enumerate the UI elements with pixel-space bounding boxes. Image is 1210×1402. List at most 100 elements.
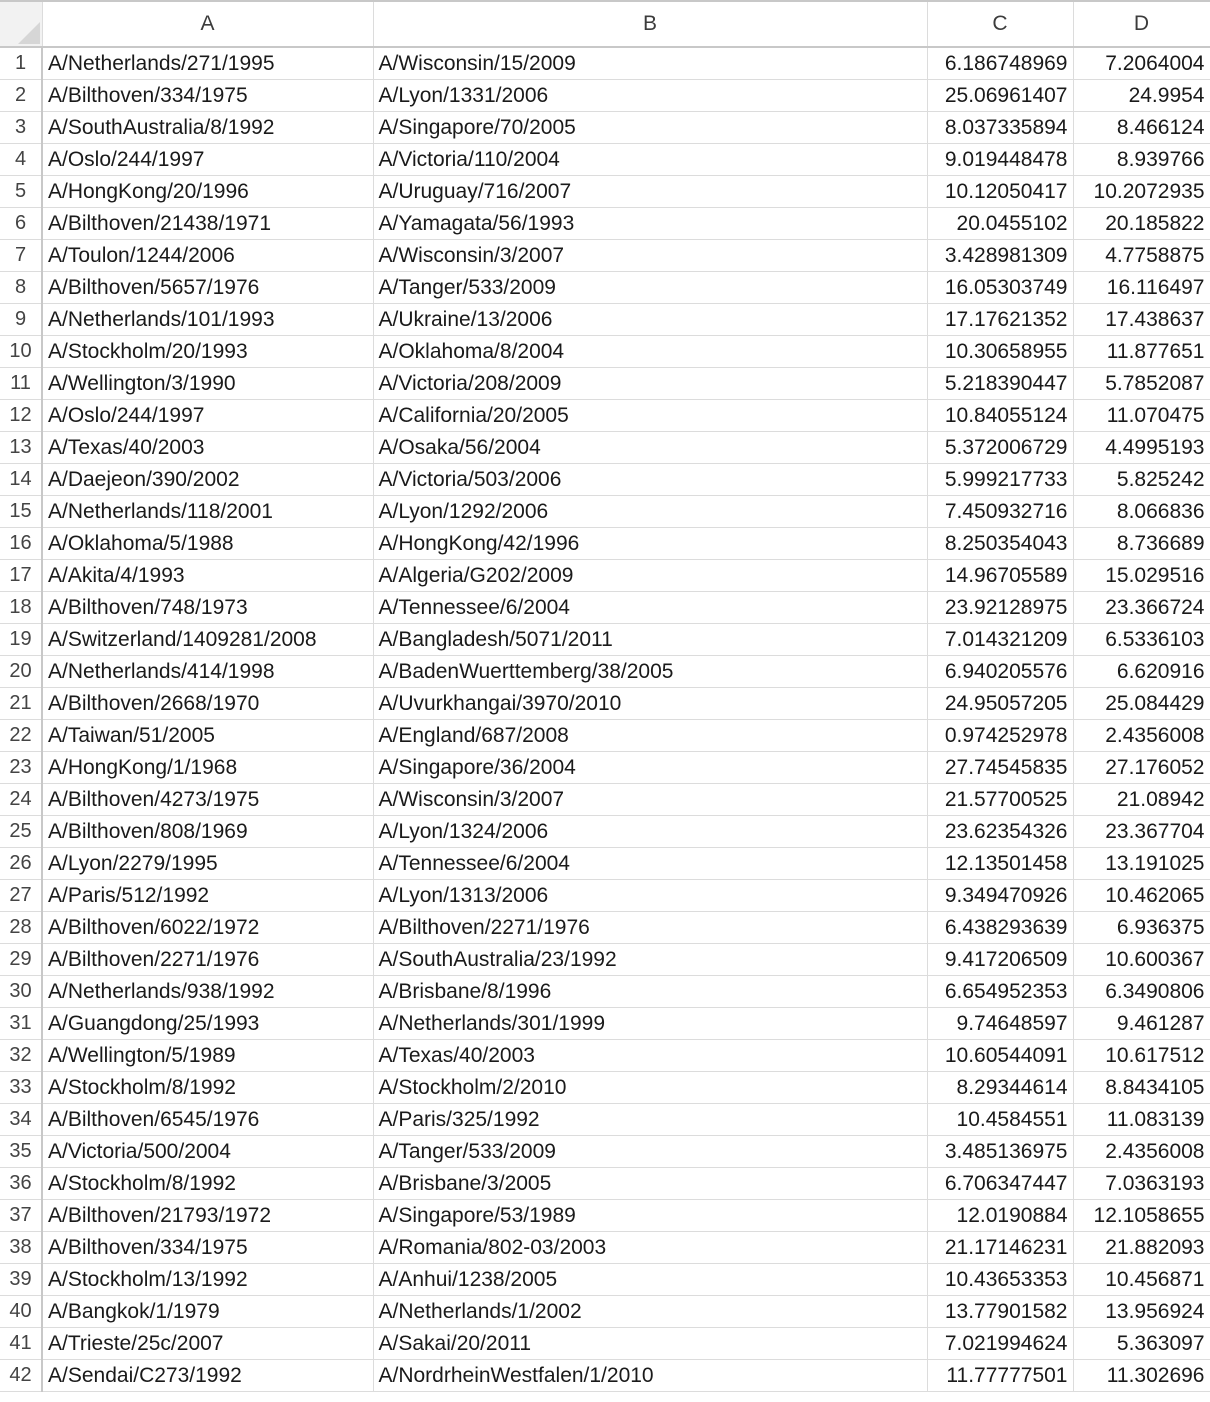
cell-d[interactable]: 6.5336103 xyxy=(1073,623,1210,656)
cell-b[interactable]: A/Paris/325/1992 xyxy=(373,1103,928,1136)
cell-d[interactable]: 10.462065 xyxy=(1073,879,1210,912)
row-header[interactable]: 39 xyxy=(0,1263,43,1296)
cell-b[interactable]: A/Victoria/503/2006 xyxy=(373,463,928,496)
cell-c[interactable]: 7.014321209 xyxy=(927,623,1074,656)
row-header[interactable]: 9 xyxy=(0,303,43,336)
row-header[interactable]: 33 xyxy=(0,1071,43,1104)
cell-c[interactable]: 25.06961407 xyxy=(927,79,1074,112)
cell-d[interactable]: 11.302696 xyxy=(1073,1359,1210,1392)
cell-a[interactable]: A/Bilthoven/2271/1976 xyxy=(42,943,374,976)
cell-d[interactable]: 10.600367 xyxy=(1073,943,1210,976)
cell-d[interactable]: 24.9954 xyxy=(1073,79,1210,112)
cell-c[interactable]: 11.77777501 xyxy=(927,1359,1074,1392)
cell-d[interactable]: 6.3490806 xyxy=(1073,975,1210,1008)
column-header-a[interactable]: A xyxy=(42,2,374,48)
cell-b[interactable]: A/Osaka/56/2004 xyxy=(373,431,928,464)
row-header[interactable]: 3 xyxy=(0,111,43,144)
cell-c[interactable]: 14.96705589 xyxy=(927,559,1074,592)
row-header[interactable]: 32 xyxy=(0,1039,43,1072)
cell-d[interactable]: 8.466124 xyxy=(1073,111,1210,144)
cell-b[interactable]: A/BadenWuerttemberg/38/2005 xyxy=(373,655,928,688)
cell-c[interactable]: 9.417206509 xyxy=(927,943,1074,976)
cell-b[interactable]: A/Algeria/G202/2009 xyxy=(373,559,928,592)
cell-b[interactable]: A/Victoria/110/2004 xyxy=(373,143,928,176)
cell-b[interactable]: A/Uvurkhangai/3970/2010 xyxy=(373,687,928,720)
cell-a[interactable]: A/Oslo/244/1997 xyxy=(42,399,374,432)
cell-c[interactable]: 3.428981309 xyxy=(927,239,1074,272)
cell-b[interactable]: A/Brisbane/8/1996 xyxy=(373,975,928,1008)
cell-a[interactable]: A/Bilthoven/6022/1972 xyxy=(42,911,374,944)
cell-b[interactable]: A/Oklahoma/8/2004 xyxy=(373,335,928,368)
cell-d[interactable]: 12.1058655 xyxy=(1073,1199,1210,1232)
cell-d[interactable]: 17.438637 xyxy=(1073,303,1210,336)
cell-c[interactable]: 9.74648597 xyxy=(927,1007,1074,1040)
cell-b[interactable]: A/Netherlands/1/2002 xyxy=(373,1295,928,1328)
row-header[interactable]: 17 xyxy=(0,559,43,592)
row-header[interactable]: 27 xyxy=(0,879,43,912)
row-header[interactable]: 37 xyxy=(0,1199,43,1232)
cell-d[interactable]: 8.939766 xyxy=(1073,143,1210,176)
cell-d[interactable]: 6.936375 xyxy=(1073,911,1210,944)
cell-a[interactable]: A/Bilthoven/4273/1975 xyxy=(42,783,374,816)
cell-b[interactable]: A/Bangladesh/5071/2011 xyxy=(373,623,928,656)
cell-d[interactable]: 8.8434105 xyxy=(1073,1071,1210,1104)
cell-c[interactable]: 5.218390447 xyxy=(927,367,1074,400)
row-header[interactable]: 6 xyxy=(0,207,43,240)
cell-d[interactable]: 16.116497 xyxy=(1073,271,1210,304)
cell-b[interactable]: A/Victoria/208/2009 xyxy=(373,367,928,400)
cell-b[interactable]: A/Ukraine/13/2006 xyxy=(373,303,928,336)
cell-c[interactable]: 9.019448478 xyxy=(927,143,1074,176)
cell-d[interactable]: 11.070475 xyxy=(1073,399,1210,432)
cell-a[interactable]: A/Wellington/5/1989 xyxy=(42,1039,374,1072)
cell-d[interactable]: 7.2064004 xyxy=(1073,47,1210,80)
cell-a[interactable]: A/Stockholm/8/1992 xyxy=(42,1167,374,1200)
cell-a[interactable]: A/Victoria/500/2004 xyxy=(42,1135,374,1168)
cell-a[interactable]: A/Bilthoven/808/1969 xyxy=(42,815,374,848)
cell-d[interactable]: 8.066836 xyxy=(1073,495,1210,528)
cell-c[interactable]: 5.372006729 xyxy=(927,431,1074,464)
cell-c[interactable]: 6.654952353 xyxy=(927,975,1074,1008)
cell-d[interactable]: 6.620916 xyxy=(1073,655,1210,688)
cell-b[interactable]: A/Wisconsin/15/2009 xyxy=(373,47,928,80)
cell-c[interactable]: 6.186748969 xyxy=(927,47,1074,80)
cell-b[interactable]: A/Romania/802-03/2003 xyxy=(373,1231,928,1264)
cell-a[interactable]: A/Daejeon/390/2002 xyxy=(42,463,374,496)
cell-a[interactable]: A/Bilthoven/21438/1971 xyxy=(42,207,374,240)
cell-d[interactable]: 23.367704 xyxy=(1073,815,1210,848)
cell-b[interactable]: A/Lyon/1313/2006 xyxy=(373,879,928,912)
cell-a[interactable]: A/Stockholm/13/1992 xyxy=(42,1263,374,1296)
cell-a[interactable]: A/Bilthoven/334/1975 xyxy=(42,1231,374,1264)
cell-a[interactable]: A/Bilthoven/748/1973 xyxy=(42,591,374,624)
row-header[interactable]: 26 xyxy=(0,847,43,880)
cell-b[interactable]: A/Uruguay/716/2007 xyxy=(373,175,928,208)
cell-d[interactable]: 4.4995193 xyxy=(1073,431,1210,464)
cell-d[interactable]: 5.7852087 xyxy=(1073,367,1210,400)
cell-c[interactable]: 12.0190884 xyxy=(927,1199,1074,1232)
row-header[interactable]: 24 xyxy=(0,783,43,816)
cell-b[interactable]: A/Tennessee/6/2004 xyxy=(373,591,928,624)
cell-b[interactable]: A/NordrheinWestfalen/1/2010 xyxy=(373,1359,928,1392)
cell-a[interactable]: A/Akita/4/1993 xyxy=(42,559,374,592)
row-header[interactable]: 28 xyxy=(0,911,43,944)
cell-d[interactable]: 13.191025 xyxy=(1073,847,1210,880)
column-header-d[interactable]: D xyxy=(1073,2,1210,48)
cell-a[interactable]: A/Paris/512/1992 xyxy=(42,879,374,912)
cell-c[interactable]: 6.940205576 xyxy=(927,655,1074,688)
cell-c[interactable]: 12.13501458 xyxy=(927,847,1074,880)
cell-c[interactable]: 9.349470926 xyxy=(927,879,1074,912)
cell-c[interactable]: 10.30658955 xyxy=(927,335,1074,368)
cell-c[interactable]: 6.438293639 xyxy=(927,911,1074,944)
cell-c[interactable]: 24.95057205 xyxy=(927,687,1074,720)
row-header[interactable]: 38 xyxy=(0,1231,43,1264)
row-header[interactable]: 2 xyxy=(0,79,43,112)
cell-a[interactable]: A/Wellington/3/1990 xyxy=(42,367,374,400)
row-header[interactable]: 21 xyxy=(0,687,43,720)
cell-b[interactable]: A/Netherlands/301/1999 xyxy=(373,1007,928,1040)
cell-a[interactable]: A/Stockholm/20/1993 xyxy=(42,335,374,368)
cell-b[interactable]: A/Stockholm/2/2010 xyxy=(373,1071,928,1104)
row-header[interactable]: 25 xyxy=(0,815,43,848)
cell-c[interactable]: 8.037335894 xyxy=(927,111,1074,144)
cell-d[interactable]: 20.185822 xyxy=(1073,207,1210,240)
cell-c[interactable]: 10.12050417 xyxy=(927,175,1074,208)
cell-c[interactable]: 27.74545835 xyxy=(927,751,1074,784)
